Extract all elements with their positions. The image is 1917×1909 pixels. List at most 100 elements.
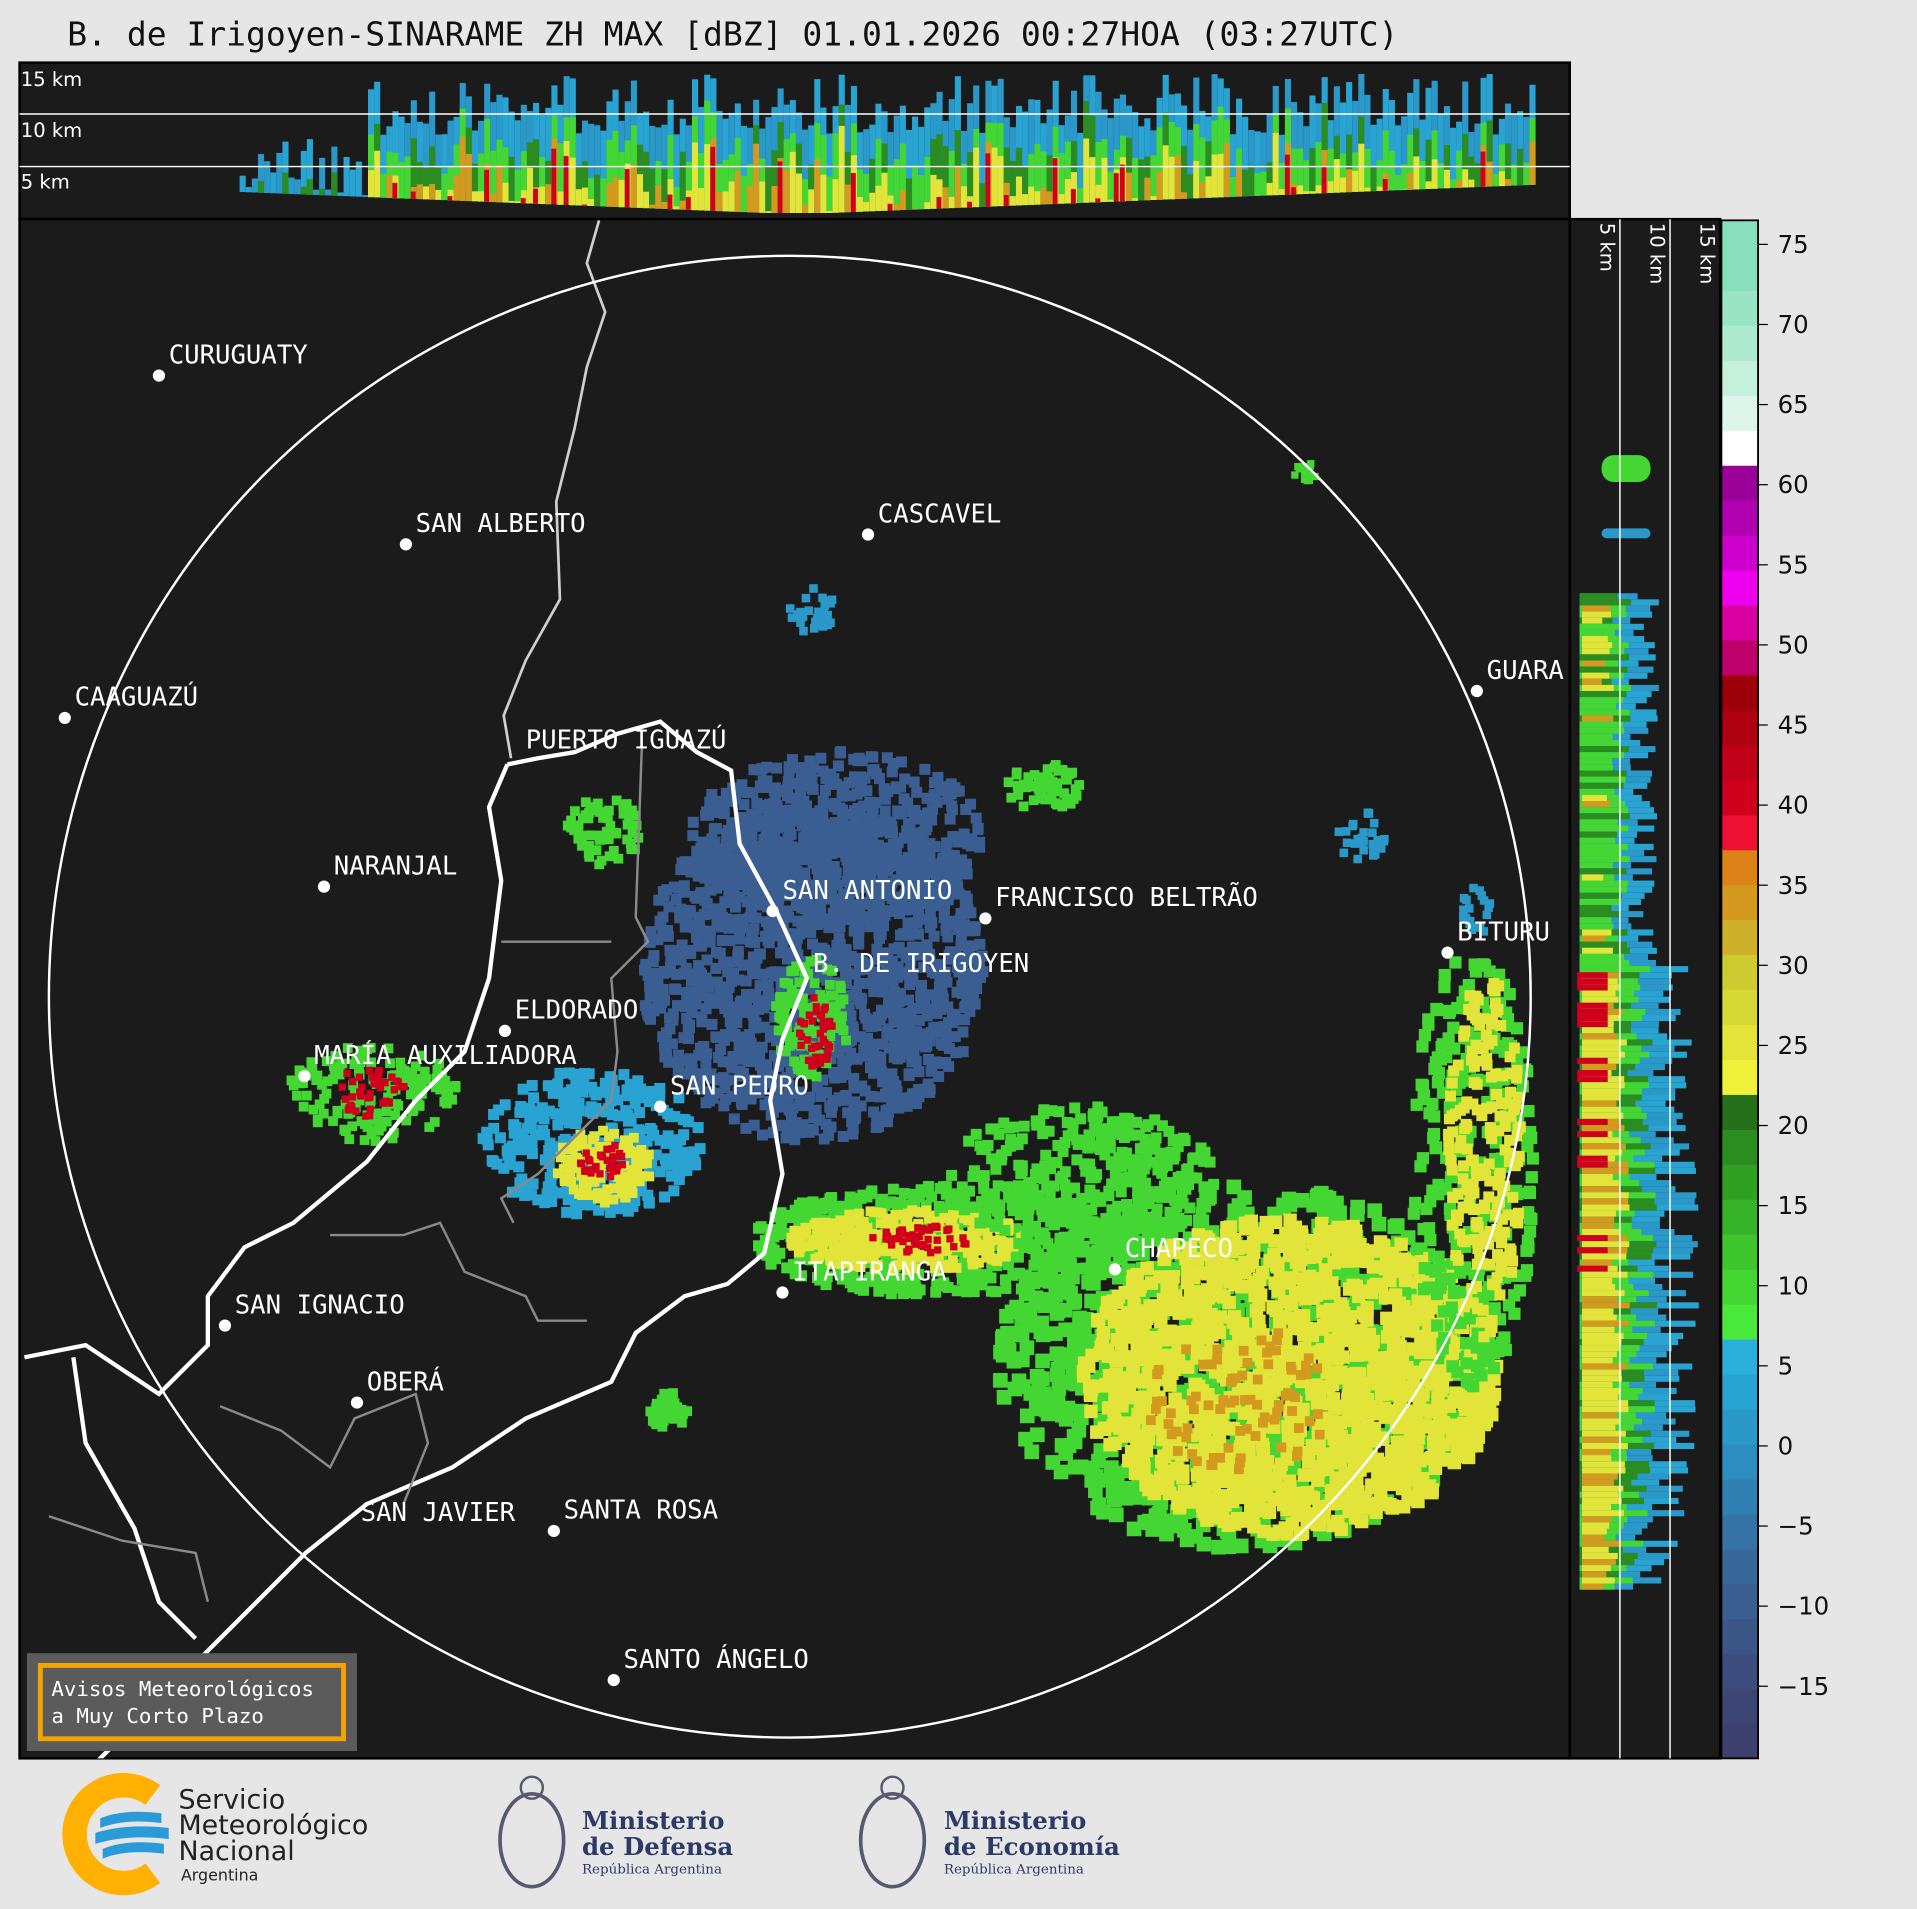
echo-pixel	[664, 944, 676, 956]
echo-pixel	[798, 833, 810, 845]
echo-pixel	[713, 1052, 725, 1064]
echo-pixel	[871, 1038, 883, 1050]
echo-pixel	[779, 784, 791, 796]
echo-pixel	[1461, 1202, 1473, 1214]
echo-pixel	[807, 938, 819, 950]
echo-pixel	[800, 816, 812, 828]
echo-pixel	[767, 1127, 779, 1139]
echo-pixel	[1521, 1140, 1534, 1153]
echo-pixel	[786, 880, 798, 892]
echo-pixel	[665, 950, 677, 962]
echo-pixel	[940, 966, 952, 978]
echo-pixel	[823, 958, 835, 970]
echo-pixel	[673, 882, 685, 894]
echo-pixel	[1159, 1526, 1174, 1542]
echo-pixel	[726, 1062, 738, 1074]
echo-pixel	[1212, 1471, 1227, 1485]
echo-pixel	[1435, 1380, 1450, 1394]
echo-pixel	[748, 1119, 760, 1131]
echo-pixel	[835, 838, 847, 850]
section-column	[918, 126, 925, 210]
echo-pixel	[742, 815, 754, 827]
echo-pixel	[820, 1086, 832, 1098]
echo-pixel	[868, 764, 880, 776]
echo-pixel	[847, 1123, 859, 1135]
section-column	[1132, 111, 1139, 201]
echo-pixel	[1036, 1386, 1052, 1402]
echo-pixel	[1447, 1021, 1460, 1034]
echo-pixel	[1415, 1078, 1428, 1091]
echo-pixel	[1394, 1237, 1408, 1252]
echo-pixel	[708, 908, 720, 920]
echo-pixel	[963, 967, 975, 979]
echo-pixel	[1320, 1200, 1336, 1216]
echo-pixel	[685, 975, 697, 987]
echo-pixel	[763, 937, 775, 949]
echo-pixel	[1447, 1284, 1461, 1298]
echo-pixel	[1526, 1152, 1540, 1165]
echo-pixel	[669, 983, 681, 995]
echo-pixel	[931, 998, 943, 1010]
echo-pixel	[763, 807, 775, 819]
echo-pixel	[805, 926, 817, 938]
echo-pixel	[1250, 1431, 1261, 1441]
echo-pixel	[918, 892, 930, 904]
echo-pixel	[1506, 1266, 1518, 1278]
echo-pixel	[1460, 1357, 1473, 1370]
echo-pixel	[955, 930, 967, 942]
echo-pixel	[943, 1060, 955, 1072]
echo-pixel	[943, 1043, 955, 1055]
echo-pixel	[867, 1058, 879, 1070]
echo-pixel	[693, 1049, 705, 1061]
echo-pixel	[811, 1081, 823, 1093]
echo-pixel	[757, 781, 769, 793]
echo-pixel	[652, 995, 664, 1007]
section-column	[264, 161, 271, 194]
echo-pixel	[729, 914, 741, 926]
echo-pixel	[853, 861, 865, 873]
echo-pixel	[1049, 1346, 1065, 1362]
echo-pixel	[728, 967, 740, 979]
echo-pixel	[841, 808, 853, 820]
section-column	[355, 161, 362, 197]
echo-pixel	[1458, 1236, 1470, 1248]
echo-pixel	[711, 976, 723, 988]
echo-pixel	[902, 950, 914, 962]
echo-pixel	[1407, 1207, 1420, 1220]
echo-pixel	[844, 833, 856, 845]
echo-pixel	[1227, 1310, 1242, 1324]
echo-pixel	[794, 808, 806, 820]
echo-pixel	[888, 1031, 900, 1043]
echo-pixel	[1189, 1265, 1204, 1279]
echo-pixel	[802, 1100, 814, 1112]
echo-pixel	[829, 817, 841, 829]
echo-pixel	[902, 994, 914, 1006]
section-column	[1394, 125, 1402, 191]
echo-pixel	[845, 885, 857, 897]
echo-pixel	[850, 917, 862, 929]
echo-pixel	[1350, 1490, 1364, 1504]
echo-pixel	[1122, 1377, 1137, 1391]
echo-pixel	[769, 794, 781, 806]
echo-pixel	[1431, 1051, 1444, 1064]
echo-pixel	[1170, 1461, 1184, 1476]
echo-pixel	[681, 1068, 693, 1080]
echo-pixel	[1164, 1302, 1179, 1317]
echo-pixel	[1070, 1334, 1086, 1350]
section-column	[1236, 98, 1243, 197]
echo-pixel	[758, 1021, 770, 1033]
echo-pixel	[733, 783, 745, 795]
echo-pixel	[813, 862, 825, 874]
echo-pixel	[756, 1064, 768, 1076]
echo-pixel	[676, 939, 688, 951]
echo-pixel	[1101, 1401, 1116, 1415]
echo-pixel	[828, 1066, 840, 1078]
echo-pixel	[882, 1104, 894, 1116]
echo-pixel	[926, 803, 938, 815]
echo-pixel	[1273, 1328, 1284, 1339]
echo-pixel	[848, 1073, 860, 1085]
echo-pixel	[803, 984, 815, 996]
echo-pixel	[850, 985, 862, 997]
echo-pixel	[1482, 1038, 1494, 1050]
